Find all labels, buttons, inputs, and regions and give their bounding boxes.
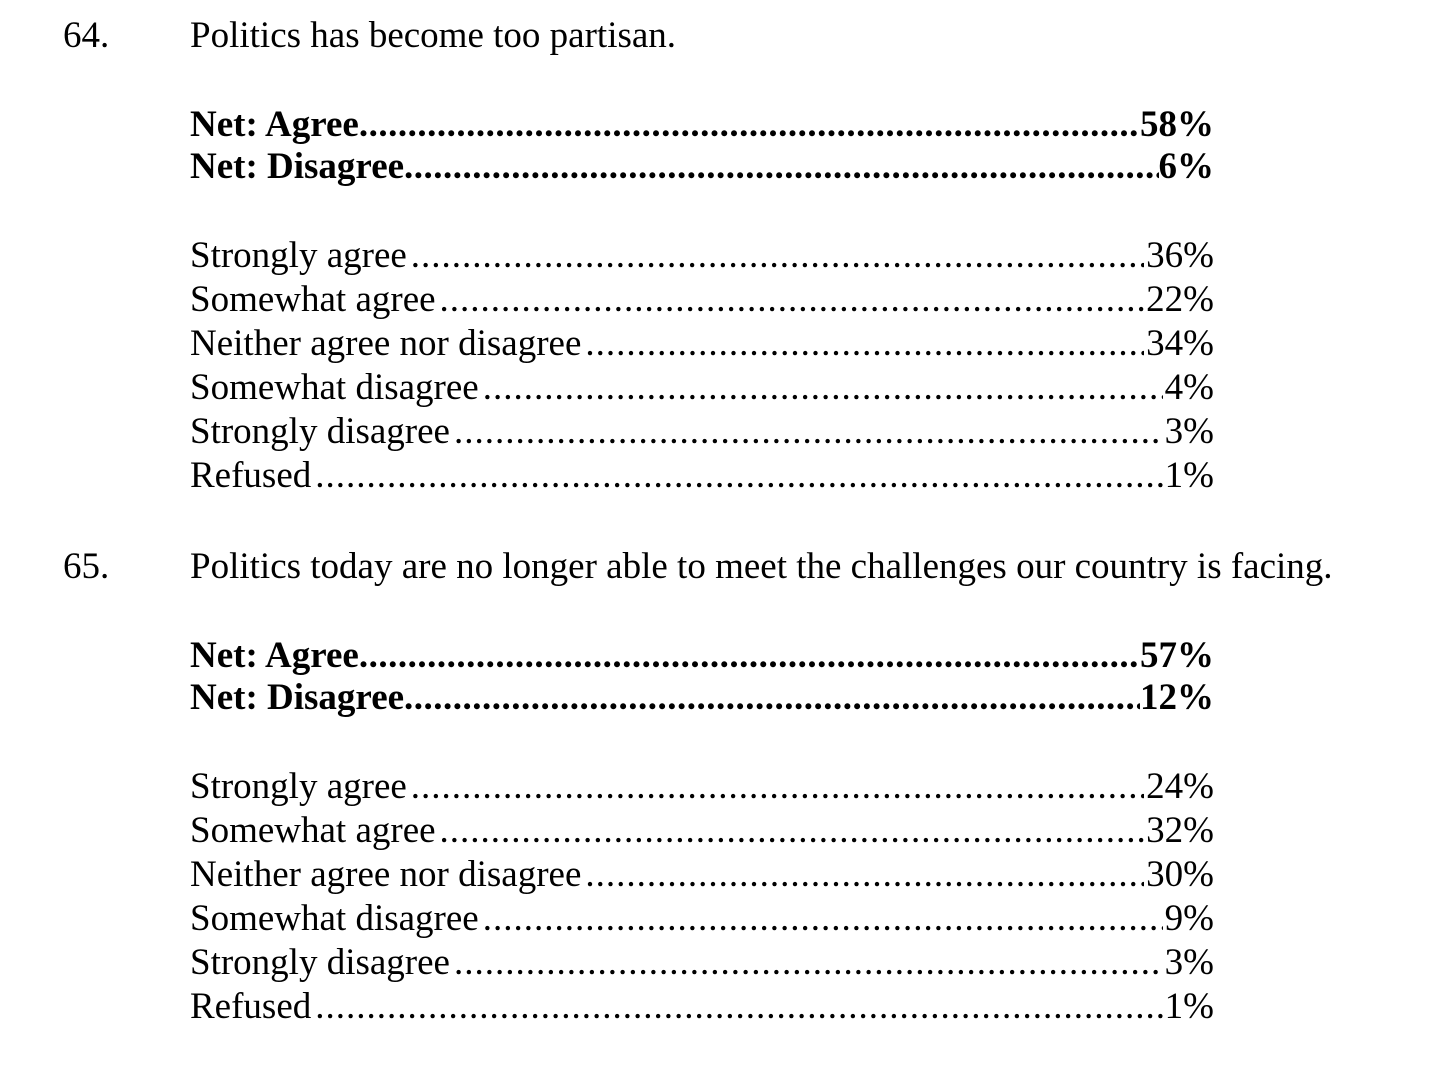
question-number: 65.	[63, 546, 110, 587]
response-row: Somewhat agree 32%	[190, 809, 1214, 853]
dot-leader	[454, 410, 1163, 454]
dot-leader	[359, 104, 1140, 146]
response-results: Strongly agree 24% Somewhat agree 32% Ne…	[190, 765, 1214, 1029]
dot-leader	[315, 454, 1162, 498]
response-row: Somewhat disagree 4%	[190, 366, 1214, 410]
response-label: Neither agree nor disagree	[190, 854, 582, 895]
net-agree-value: 58%	[1140, 104, 1214, 145]
response-label: Somewhat disagree	[190, 898, 479, 939]
response-value: 34%	[1146, 323, 1214, 364]
response-label: Strongly agree	[190, 766, 407, 807]
dot-leader	[404, 146, 1158, 188]
response-row: Neither agree nor disagree 34%	[190, 322, 1214, 366]
response-row: Somewhat agree 22%	[190, 278, 1214, 322]
response-label: Strongly disagree	[190, 942, 450, 983]
dot-leader	[585, 853, 1144, 897]
dot-leader	[454, 941, 1163, 985]
net-disagree-label: Net: Disagree	[190, 146, 405, 187]
response-value: 22%	[1146, 279, 1214, 320]
dot-leader	[411, 234, 1144, 278]
net-results: Net: Agree 58% Net: Disagree 6%	[190, 104, 1214, 188]
response-row: Somewhat disagree 9%	[190, 897, 1214, 941]
response-row: Refused 1%	[190, 985, 1214, 1029]
response-label: Somewhat agree	[190, 279, 436, 320]
net-agree-label: Net: Agree	[190, 104, 359, 145]
dot-leader	[483, 897, 1163, 941]
response-value: 30%	[1146, 854, 1214, 895]
dot-leader	[440, 278, 1145, 322]
response-label: Refused	[190, 455, 312, 496]
dot-leader	[359, 635, 1140, 677]
net-agree-row: Net: Agree 58%	[190, 104, 1214, 146]
question-text: Politics today are no longer able to mee…	[190, 546, 1333, 587]
response-value: 24%	[1146, 766, 1214, 807]
response-value: 3%	[1164, 942, 1214, 983]
net-disagree-row: Net: Disagree 6%	[190, 146, 1214, 188]
net-agree-value: 57%	[1140, 635, 1214, 676]
question-text: Politics has become too partisan.	[190, 15, 677, 56]
net-results: Net: Agree 57% Net: Disagree 12%	[190, 635, 1214, 719]
net-agree-row: Net: Agree 57%	[190, 635, 1214, 677]
net-agree-label: Net: Agree	[190, 635, 359, 676]
response-row: Strongly agree 36%	[190, 234, 1214, 278]
response-row: Strongly disagree 3%	[190, 410, 1214, 454]
dot-leader	[404, 677, 1140, 719]
net-disagree-value: 12%	[1140, 677, 1214, 718]
response-row: Refused 1%	[190, 454, 1214, 498]
dot-leader	[315, 985, 1162, 1029]
response-value: 4%	[1164, 367, 1214, 408]
dot-leader	[585, 322, 1144, 366]
response-row: Strongly agree 24%	[190, 765, 1214, 809]
response-label: Neither agree nor disagree	[190, 323, 582, 364]
response-value: 32%	[1146, 810, 1214, 851]
response-value: 3%	[1164, 411, 1214, 452]
response-row: Strongly disagree 3%	[190, 941, 1214, 985]
response-label: Strongly disagree	[190, 411, 450, 452]
net-disagree-row: Net: Disagree 12%	[190, 677, 1214, 719]
response-value: 1%	[1164, 986, 1214, 1027]
response-value: 1%	[1164, 455, 1214, 496]
dot-leader	[411, 765, 1144, 809]
response-row: Neither agree nor disagree 30%	[190, 853, 1214, 897]
question-number: 64.	[63, 15, 110, 56]
response-value: 36%	[1146, 235, 1214, 276]
net-disagree-value: 6%	[1158, 146, 1215, 187]
response-label: Refused	[190, 986, 312, 1027]
response-label: Somewhat disagree	[190, 367, 479, 408]
net-disagree-label: Net: Disagree	[190, 677, 405, 718]
dot-leader	[440, 809, 1145, 853]
response-label: Strongly agree	[190, 235, 407, 276]
response-results: Strongly agree 36% Somewhat agree 22% Ne…	[190, 234, 1214, 498]
response-value: 9%	[1164, 898, 1214, 939]
dot-leader	[483, 366, 1163, 410]
response-label: Somewhat agree	[190, 810, 436, 851]
